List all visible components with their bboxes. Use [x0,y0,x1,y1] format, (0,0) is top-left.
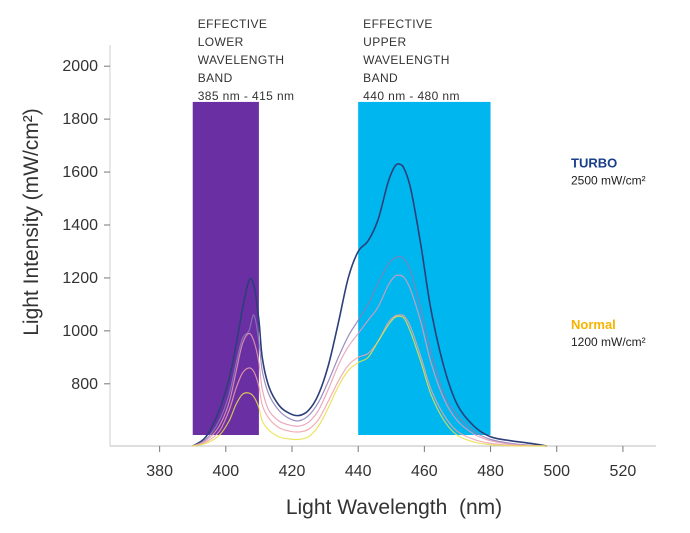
series-layer [192,163,547,447]
band-1-heading-line-2: WAVELENGTH [363,53,450,67]
series-line-4 [192,315,547,447]
x-tick-label-460: 460 [411,463,438,480]
y-tick-label-800: 800 [71,376,98,393]
band-1-heading-line-3: BAND [363,71,398,85]
band-0-heading-line-0: EFFECTIVE [198,17,268,31]
x-tick-label-440: 440 [345,463,372,480]
x-tick-label-500: 500 [543,463,570,480]
band-text-layer: EFFECTIVE LOWER WAVELENGTH BAND 385 nm - 415… [198,17,460,103]
series-line-3 [192,314,547,447]
legend-layer: TURBO 2500 mW/cm² Normal 1200 mW/cm² [571,155,646,348]
series-line-1 [192,256,547,447]
y-tick-label-1800: 1800 [62,111,98,128]
legend-name-0: TURBO [571,155,617,170]
wavelength-band-0 [192,101,259,435]
y-tick-label-1200: 1200 [62,270,98,287]
y-tick-label-2000: 2000 [62,58,98,75]
band-1-heading-line-1: UPPER [363,35,406,49]
x-axis-label: Light Wavelength (nm) [286,496,502,519]
legend-value-1: 1200 mW/cm² [571,335,646,349]
band-0-heading-line-3: BAND [198,71,233,85]
band-0-heading-line-1: LOWER [198,35,244,49]
ticks-layer: 800 1000 1200 1400 1600 1800 2000 380 400 420 440 4… [62,58,636,480]
y-tick-label-1400: 1400 [62,217,98,234]
x-tick-label-480: 480 [477,463,504,480]
band-0-range-label: 385 nm - 415 nm [198,89,295,103]
labels-layer: Light Wavelength (nm) Light Intensity (m… [20,108,502,519]
x-tick-label-520: 520 [610,463,637,480]
band-0-heading-line-2: WAVELENGTH [198,53,285,67]
band-1-heading-line-0: EFFECTIVE [363,17,433,31]
x-tick-label-380: 380 [146,463,173,480]
y-tick-label-1600: 1600 [62,164,98,181]
axes-layer [109,45,656,447]
legend-value-0: 2500 mW/cm² [571,173,646,187]
series-line-0 [192,163,547,447]
legend-name-1: Normal [571,317,616,332]
series-line-2 [192,274,547,447]
x-tick-label-420: 420 [279,463,306,480]
x-tick-label-400: 400 [212,463,239,480]
band-1-range-label: 440 nm - 480 nm [363,89,460,103]
y-tick-label-1000: 1000 [62,323,98,340]
y-axis-label: Light Intensity (mW/cm²) [20,108,43,336]
